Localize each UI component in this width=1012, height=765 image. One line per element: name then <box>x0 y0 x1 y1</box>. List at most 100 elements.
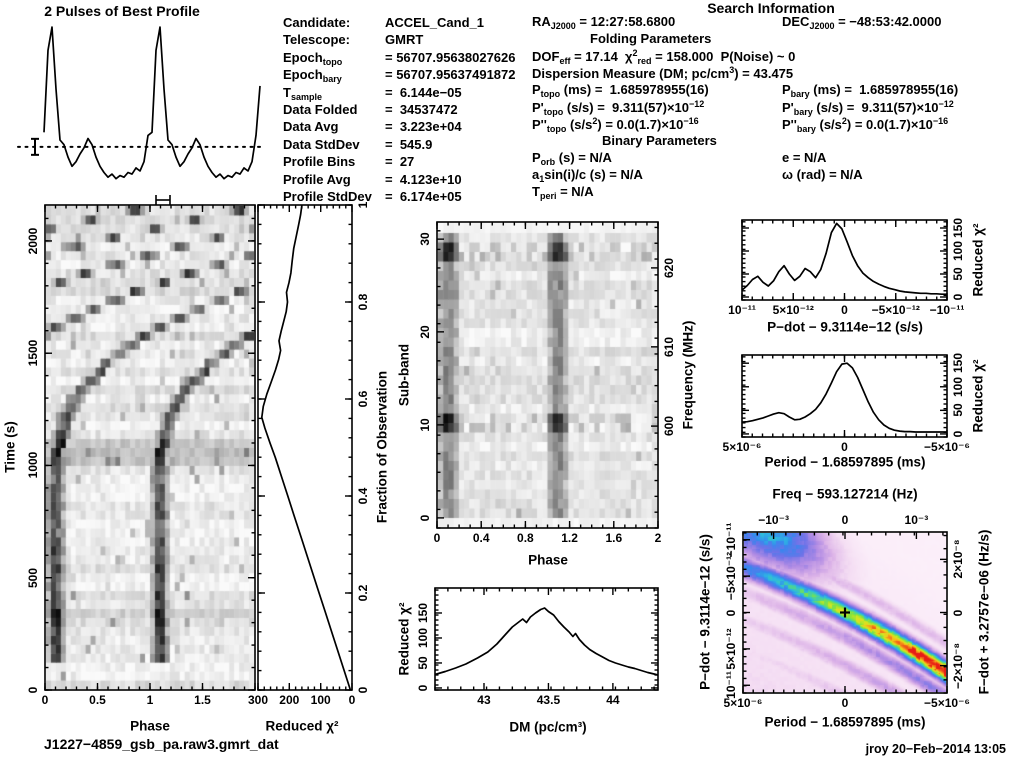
tick-label: 43 <box>477 693 491 707</box>
tick-label: 0 <box>348 693 356 707</box>
tick-label: 0 <box>841 303 848 317</box>
tick-label: 0.6 <box>356 390 370 408</box>
tick-label: 10⁻³ <box>904 513 929 527</box>
map-period-axis-label: Period − 1.68597895 (ms) <box>764 714 926 730</box>
tick-label: 0 <box>26 686 40 694</box>
candidate-info-row: Epochtopo = 56707.95638027626 <box>283 49 516 67</box>
tick-label: −2×10⁻⁸ <box>951 642 965 689</box>
tick-label: −5×10⁻⁶ <box>924 440 970 454</box>
tick-label: 100 <box>951 240 965 262</box>
tick-label: 5×10⁻⁶ <box>723 696 763 710</box>
tick-label: 0.4 <box>356 487 370 505</box>
pdot-axis-label: P−dot − 9.3114e−12 (s/s) <box>767 319 923 335</box>
time-axis-label: Time (s) <box>2 421 18 473</box>
dm-axis-label: DM (pc/cm³) <box>509 719 587 735</box>
search-info-row: Tperi = N/A <box>532 184 594 201</box>
tick-label: −5×10⁻¹² <box>724 551 738 601</box>
candidate-info-row: Data Folded = 34537472 <box>283 102 458 117</box>
candidate-info-row: Epochbary = 56707.95637491872 <box>283 67 516 85</box>
candidate-info-row: Data StdDev = 545.9 <box>283 136 433 152</box>
tick-label: 0 <box>418 514 432 522</box>
tick-label: 0 <box>356 686 370 694</box>
search-info-row: Ptopo (ms) = 1.685978955(16) Pbary (ms) =… <box>532 82 959 99</box>
tick-label: 0 <box>433 531 441 545</box>
tick-label: 150 <box>951 353 965 374</box>
tick-label: 150 <box>951 217 965 239</box>
tick-label: 10⁻¹¹ <box>728 303 756 317</box>
freq-map-title: Freq − 593.127214 (Hz) <box>772 486 918 502</box>
candidate-info: Candidate: ACCEL_Cand_1 Telescope: GMRT Epoc… <box>283 16 533 211</box>
tick-label: 0 <box>951 293 965 301</box>
chi2-fraction-plot <box>257 204 353 691</box>
tick-label: 200 <box>279 693 300 707</box>
tick-label: 0.4 <box>472 531 490 545</box>
tick-label: −10⁻¹¹ <box>929 303 965 317</box>
tick-label: 1.5 <box>194 693 211 707</box>
tick-label: 1 <box>146 693 154 707</box>
chi2-axis-label: Reduced χ² <box>265 718 339 734</box>
search-info: Search Information RAJ2000 = 12:27:58.68… <box>532 0 1010 210</box>
tick-label: 1000 <box>26 452 40 479</box>
period-chi2-axis-label: Reduced χ² <box>970 359 986 433</box>
tick-label: 2000 <box>26 227 40 255</box>
tick-label: 0 <box>951 609 965 616</box>
tick-label: 0 <box>724 609 738 616</box>
search-info-title: Search Information <box>707 0 835 16</box>
tick-label: 2 <box>654 531 662 545</box>
tick-label: 30 <box>418 232 432 246</box>
pdot-chi2-axis-label: Reduced χ² <box>970 223 986 297</box>
map-fdot-axis-label: F−dot + 3.2757e−06 (Hz/s) <box>976 529 992 695</box>
time-phase-heatmap <box>46 206 254 689</box>
subband-phase-plot <box>436 221 659 529</box>
pdot-chi2-plot <box>741 219 948 301</box>
tick-label: 10⁻¹¹ <box>724 671 738 700</box>
profile-plot <box>17 26 263 205</box>
tick-label: 600 <box>662 416 676 437</box>
tick-label: 43.5 <box>536 693 561 707</box>
tick-label: 0.8 <box>517 531 534 545</box>
tick-label: −10⁻³ <box>758 513 789 527</box>
frequency-axis-label: Frequency (MHz) <box>680 320 696 430</box>
tick-label: 50 <box>951 403 965 418</box>
search-info-row: a1sin(i)/c (s) = N/A ω (rad) = N/A <box>532 167 863 184</box>
tick-label: 300 <box>247 693 269 707</box>
tick-label: 2×10⁻⁸ <box>951 539 965 579</box>
candidate-info-row: Tsample = 6.144e−05 <box>283 84 462 102</box>
pulse-width-marker <box>155 195 171 205</box>
tick-label: 44 <box>606 693 620 707</box>
period-chi2-plot <box>741 354 948 438</box>
tick-label: 0 <box>41 693 49 707</box>
dm-chi2-axis-label: Reduced χ² <box>396 602 412 676</box>
tick-label: −5×10⁻¹² <box>871 303 920 317</box>
candidate-info-row: Profile StdDev = 6.174e+05 <box>283 189 462 204</box>
tick-label: 5×10⁻¹² <box>772 303 814 317</box>
tick-label: 0.2 <box>356 584 370 602</box>
tick-label: 1.6 <box>605 531 623 545</box>
candidate-info-row: Profile Avg = 4.123e+10 <box>283 171 462 187</box>
tick-label: 5×10⁻¹² <box>724 628 738 670</box>
search-info-row: RAJ2000 = 12:27:58.6800 DECJ2000 = −48:53… <box>532 14 942 31</box>
tick-label: −5×10⁻⁶ <box>924 696 970 710</box>
tick-label: 0 <box>416 684 430 692</box>
search-info-row: DOFeff = 17.14 χ2red = 158.000 P(Noise) … <box>532 48 796 66</box>
search-info-row: Binary Parameters <box>602 133 717 148</box>
tick-label: 100 <box>310 693 331 707</box>
tick-label: −10⁻¹¹ <box>724 522 738 558</box>
candidate-info-row: Data Avg = 3.223e+04 <box>283 119 462 135</box>
tick-label: 50 <box>951 267 965 281</box>
profile-title: 2 Pulses of Best Profile <box>44 3 200 19</box>
credit-timestamp: jroy 20−Feb−2014 13:05 <box>865 742 1006 756</box>
search-info-row: P''topo (s/s2) = 0.0(1.7)×10−16 P''bary (… <box>532 116 949 134</box>
tick-label: 50 <box>416 656 430 670</box>
ppdot-map-plot <box>742 531 948 694</box>
tick-label: 0 <box>841 513 849 527</box>
tick-label: 1500 <box>26 339 40 367</box>
tick-label: 100 <box>951 376 965 397</box>
search-info-row: Porb (s) = N/A e = N/A <box>532 150 827 167</box>
best-candidate-marker <box>840 607 850 618</box>
search-info-row: Dispersion Measure (DM; pc/cm3) = 43.475 <box>532 65 794 81</box>
subband-phase-heatmap <box>438 223 657 527</box>
tick-label: 0 <box>841 696 849 710</box>
period-axis-label: Period − 1.68597895 (ms) <box>764 454 926 470</box>
